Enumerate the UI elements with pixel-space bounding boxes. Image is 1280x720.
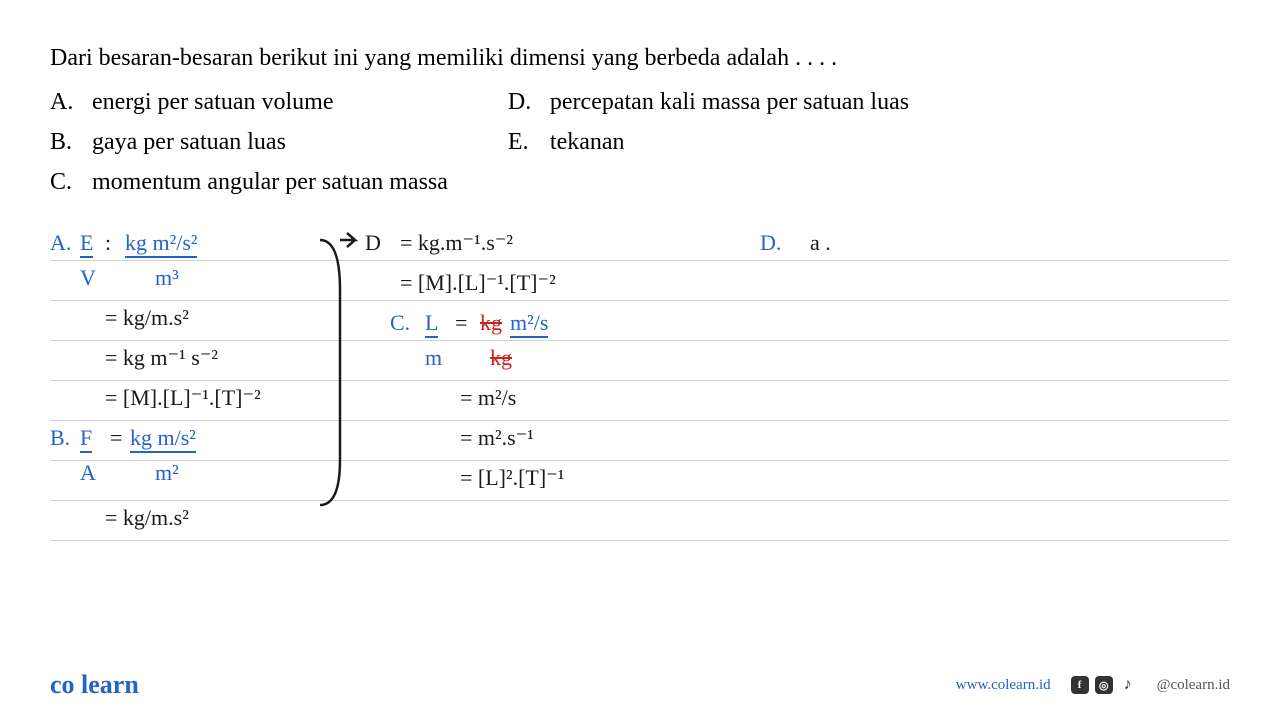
hw-c-eq: = <box>455 310 467 336</box>
logo-co: co <box>50 670 75 699</box>
hw-c-line4: = [L]².[T]⁻¹ <box>460 465 564 491</box>
logo: co learn <box>50 670 139 700</box>
option-a-label: A. <box>50 84 86 120</box>
question-area: Dari besaran-besaran berikut ini yang me… <box>0 0 1280 220</box>
footer: co learn www.colearn.id f ◎ ♪ @colearn.i… <box>0 670 1280 700</box>
hw-b-eq: kg m/s² <box>130 425 196 453</box>
options-left: A. energi per satuan volume B. gaya per … <box>50 84 448 200</box>
hw-a-colon: : <box>105 230 111 256</box>
ruled-line <box>50 420 1230 421</box>
hw-d-arrow: D <box>365 230 381 256</box>
hw-a-label: A. <box>50 230 71 256</box>
hw-b-a: A <box>80 460 96 486</box>
footer-right: www.colearn.id f ◎ ♪ @colearn.id <box>956 676 1230 694</box>
hw-a-line3: = kg m⁻¹ s⁻² <box>105 345 218 371</box>
hw-c-m2s: m²/s <box>510 310 548 338</box>
hw-a-v: V <box>80 265 96 291</box>
hw-d-eq1: = kg.m⁻¹.s⁻² <box>400 230 513 256</box>
curve-bracket-icon <box>315 230 375 510</box>
hw-c-l: L <box>425 310 438 338</box>
hw-d-label: D. <box>760 230 781 256</box>
hw-b-label: B. <box>50 425 70 451</box>
option-c: C. momentum angular per satuan massa <box>50 164 448 200</box>
question-text: Dari besaran-besaran berikut ini yang me… <box>50 40 1230 76</box>
ruled-line <box>50 500 1230 501</box>
facebook-icon: f <box>1071 676 1089 694</box>
hw-b-line2: = kg/m.s² <box>105 505 189 531</box>
hw-c-label: C. <box>390 310 410 336</box>
hw-a-line2: = kg/m.s² <box>105 305 189 331</box>
instagram-icon: ◎ <box>1095 676 1113 694</box>
option-b-text: gaya per satuan luas <box>92 129 286 155</box>
hw-b-colon: = <box>110 425 122 451</box>
hw-c-line2: = m²/s <box>460 385 516 411</box>
option-e-label: E. <box>508 124 544 160</box>
option-a: A. energi per satuan volume <box>50 84 448 120</box>
ruled-line <box>50 540 1230 541</box>
hw-d-eq2: = [M].[L]⁻¹.[T]⁻² <box>400 270 556 296</box>
option-d-label: D. <box>508 84 544 120</box>
ruled-line <box>50 260 1230 261</box>
option-e: E. tekanan <box>508 124 909 160</box>
option-b: B. gaya per satuan luas <box>50 124 448 160</box>
option-e-text: tekanan <box>550 129 625 155</box>
option-a-text: energi per satuan volume <box>92 89 333 115</box>
website-url: www.colearn.id <box>956 677 1051 694</box>
ruled-line <box>50 460 1230 461</box>
hw-c-kg2-struck: kg <box>490 345 512 371</box>
hw-a-num: kg m²/s² <box>125 230 197 258</box>
hw-c-kg-struck: kg <box>480 310 502 336</box>
hw-c-line3: = m².s⁻¹ <box>460 425 534 451</box>
hw-b-m2: m² <box>155 460 179 486</box>
ruled-line <box>50 300 1230 301</box>
ruled-line <box>50 380 1230 381</box>
ruled-line <box>50 340 1230 341</box>
options-right: D. percepatan kali massa per satuan luas… <box>508 84 909 200</box>
hw-d-a: a . <box>810 230 831 256</box>
social-handle: @colearn.id <box>1157 677 1230 694</box>
social-icons: f ◎ ♪ <box>1071 676 1137 694</box>
logo-learn: learn <box>81 670 139 699</box>
option-b-label: B. <box>50 124 86 160</box>
hw-a-e: E <box>80 230 93 258</box>
hw-b-f: F <box>80 425 92 453</box>
options-container: A. energi per satuan volume B. gaya per … <box>50 84 1230 200</box>
hw-a-m3: m³ <box>155 265 179 291</box>
hw-c-m: m <box>425 345 442 371</box>
option-c-label: C. <box>50 164 86 200</box>
tiktok-icon: ♪ <box>1119 676 1137 694</box>
hw-a-line4: = [M].[L]⁻¹.[T]⁻² <box>105 385 261 411</box>
handwritten-area: A. E : kg m²/s² V m³ = kg/m.s² = kg m⁻¹ … <box>0 220 1280 620</box>
option-c-text: momentum angular per satuan massa <box>92 169 448 195</box>
option-d: D. percepatan kali massa per satuan luas <box>508 84 909 120</box>
option-d-text: percepatan kali massa per satuan luas <box>550 89 909 115</box>
